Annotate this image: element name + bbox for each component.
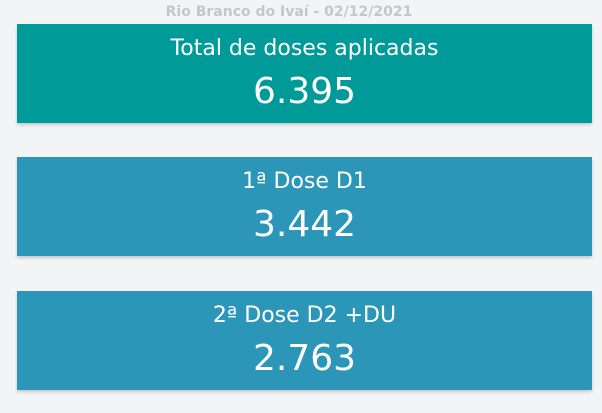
second-dose-value: 2.763 — [252, 338, 357, 379]
second-dose-card: 2ª Dose D2 +DU 2.763 — [17, 291, 592, 390]
first-dose-value: 3.442 — [252, 204, 357, 245]
first-dose-label: 1ª Dose D1 — [242, 169, 367, 194]
page-title: Rio Branco do Ivaí - 02/12/2021 — [165, 4, 413, 20]
total-doses-card: Total de doses aplicadas 6.395 — [17, 24, 592, 123]
first-dose-card: 1ª Dose D1 3.442 — [17, 157, 592, 256]
total-doses-label: Total de doses aplicadas — [170, 36, 439, 61]
total-doses-value: 6.395 — [252, 71, 357, 112]
second-dose-label: 2ª Dose D2 +DU — [212, 303, 397, 328]
